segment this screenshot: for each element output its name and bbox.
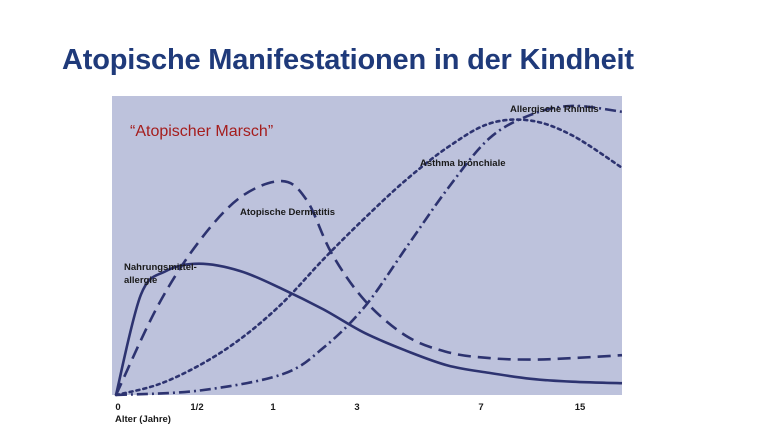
x-tick-label-5: 15 [575,402,586,413]
x-axis-label: Alter (Jahre) [115,414,171,425]
x-tick-label-2: 1 [270,402,276,413]
curve-label-layer: Nahrungsmittel-allergie Atopische Dermati… [124,104,599,286]
series-line-3 [115,104,623,397]
curve-label-3-line-0: Allergische Rhinitis [510,104,599,115]
series-layer [114,104,624,397]
curve-label-2-line-0: Asthma bronchiale [420,158,506,169]
x-tick-label-0: 0 [115,402,120,413]
x-tick-label-4: 7 [478,402,483,413]
plot-area [112,96,622,395]
curve-label-1-line-0: Atopische Dermatitis [240,207,335,218]
series-line-0 [114,262,623,396]
series-line-2 [114,118,624,397]
curve-label-0-line-0: Nahrungsmittel- [124,262,197,273]
slide-title: Atopische Manifestationen in der Kindhei… [62,44,634,76]
x-tick-label-1: 1/2 [190,402,203,413]
chart-subtitle: “Atopischer Marsch” [130,123,273,140]
x-tick-layer: 0 1/2 1 3 7 15 [115,402,586,413]
curve-label-0-line-1: allergie [124,275,157,286]
series-line-1 [114,179,623,396]
x-tick-label-3: 3 [354,402,359,413]
